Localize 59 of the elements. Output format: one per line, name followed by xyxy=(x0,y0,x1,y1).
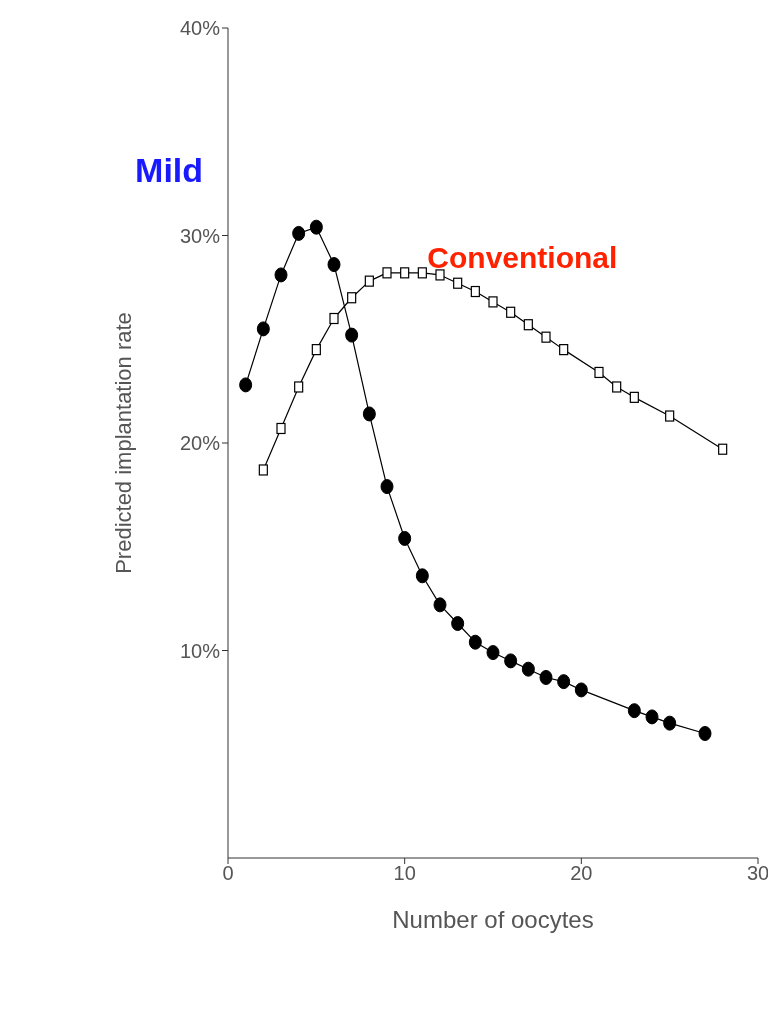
point xyxy=(256,321,270,337)
point xyxy=(364,275,374,287)
point xyxy=(451,616,465,632)
y-tick-label: 20% xyxy=(179,432,221,455)
point xyxy=(347,292,357,304)
point xyxy=(523,319,533,331)
point xyxy=(594,366,604,379)
point xyxy=(380,479,394,495)
point xyxy=(718,443,728,455)
point xyxy=(453,277,463,289)
point xyxy=(274,267,288,283)
point xyxy=(327,257,341,273)
text: Mild xyxy=(135,150,204,190)
point xyxy=(486,645,500,661)
point xyxy=(470,285,480,298)
point xyxy=(239,377,253,393)
point xyxy=(258,464,268,476)
point xyxy=(309,219,323,235)
point xyxy=(433,597,447,613)
point xyxy=(415,568,429,584)
x-tick-label: 30 xyxy=(746,862,770,885)
point xyxy=(541,331,551,343)
point xyxy=(398,530,412,546)
point xyxy=(629,391,639,403)
point xyxy=(663,715,677,731)
point xyxy=(521,661,535,677)
point xyxy=(417,267,427,279)
point xyxy=(468,634,482,650)
point xyxy=(645,709,659,725)
x-tick-label: 20 xyxy=(570,862,593,885)
x-tick-label: 10 xyxy=(393,862,416,885)
point xyxy=(329,312,339,325)
point xyxy=(504,653,518,669)
point xyxy=(698,726,712,741)
point xyxy=(400,267,410,279)
point xyxy=(557,674,571,690)
point xyxy=(506,306,516,318)
point xyxy=(292,225,306,241)
point xyxy=(311,344,321,356)
point xyxy=(612,381,622,393)
point xyxy=(539,669,553,685)
point xyxy=(435,269,445,281)
point xyxy=(345,327,359,343)
point xyxy=(294,381,304,393)
point xyxy=(559,344,569,356)
point xyxy=(276,422,286,435)
point xyxy=(665,410,675,422)
point xyxy=(362,406,376,422)
y-tick-label: 10% xyxy=(179,639,221,662)
y-tick-label: 30% xyxy=(179,224,221,247)
point xyxy=(488,296,498,308)
point xyxy=(382,267,392,279)
point xyxy=(627,703,641,719)
y-tick-label: 40% xyxy=(179,17,221,40)
y-axis-title: Predicted implantation rate xyxy=(110,312,136,574)
x-tick-label: 0 xyxy=(222,862,234,885)
point xyxy=(574,682,588,698)
x-axis-title: Number of oocytes xyxy=(392,906,594,933)
series-label: Conventional xyxy=(427,239,618,276)
